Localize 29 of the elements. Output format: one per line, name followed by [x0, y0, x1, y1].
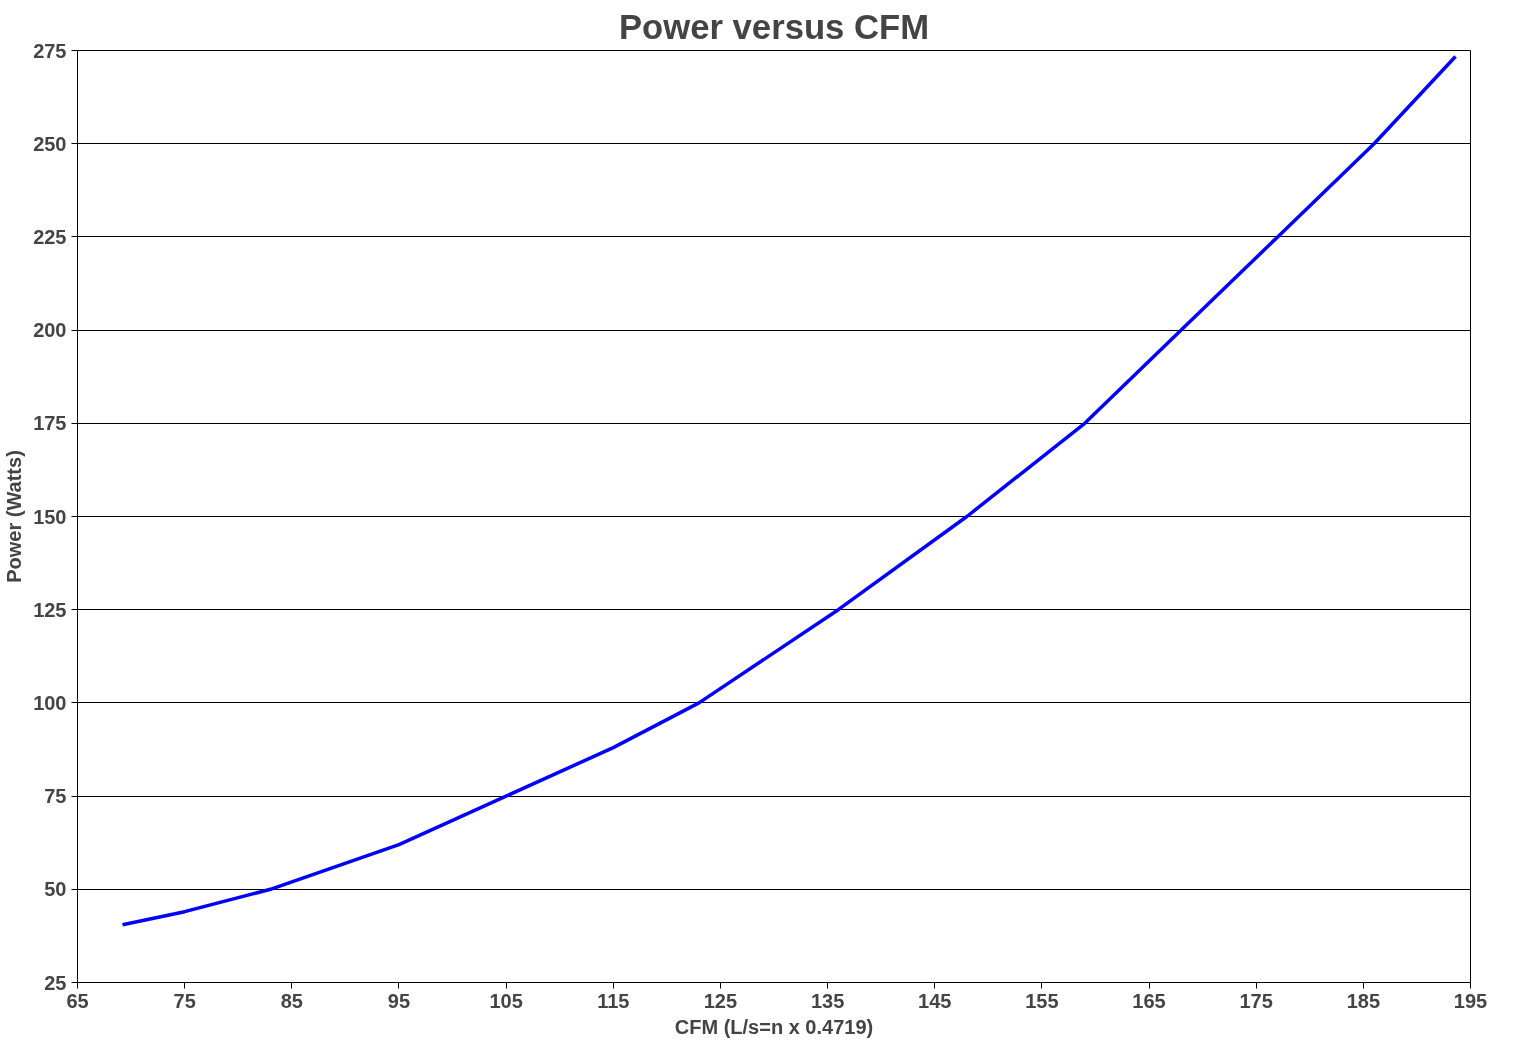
x-tick-label: 85: [280, 989, 303, 1012]
y-tick-label: 75: [44, 785, 67, 808]
y-tick-label: 150: [33, 505, 67, 528]
y-tick-label: 100: [33, 691, 67, 714]
x-tick-label: 105: [489, 989, 523, 1012]
x-tick-label: 135: [810, 989, 845, 1012]
y-tick-label: 250: [33, 132, 67, 155]
x-tick-label: 165: [1132, 989, 1166, 1012]
y-axis-title: Power (Watts): [3, 450, 26, 583]
x-tick-label: 175: [1239, 989, 1273, 1012]
x-tick-label: 65: [66, 989, 89, 1012]
y-tick-label: 200: [33, 319, 67, 342]
x-tick-label: 75: [173, 989, 196, 1012]
line-series: [120, 54, 1458, 927]
x-tick-label: 115: [597, 989, 630, 1012]
x-tick-label: 185: [1346, 989, 1381, 1012]
y-tick-label: 50: [44, 878, 67, 901]
y-tick-label: 175: [33, 412, 67, 435]
y-tick-label: 25: [44, 971, 67, 994]
x-tick-label: 95: [387, 989, 411, 1012]
y-tick-label: 125: [33, 598, 67, 621]
x-tick-label: 195: [1453, 989, 1488, 1012]
y-tick-label: 225: [33, 225, 67, 248]
chart-title: Power versus CFM: [618, 7, 930, 46]
x-tick-label: 155: [1025, 989, 1059, 1012]
x-tick-label: 145: [918, 989, 952, 1012]
y-tick-label: 275: [33, 39, 67, 62]
x-axis-title: CFM (L/s=n x 0.4719): [674, 1015, 874, 1038]
x-tick-label: 125: [703, 989, 738, 1012]
